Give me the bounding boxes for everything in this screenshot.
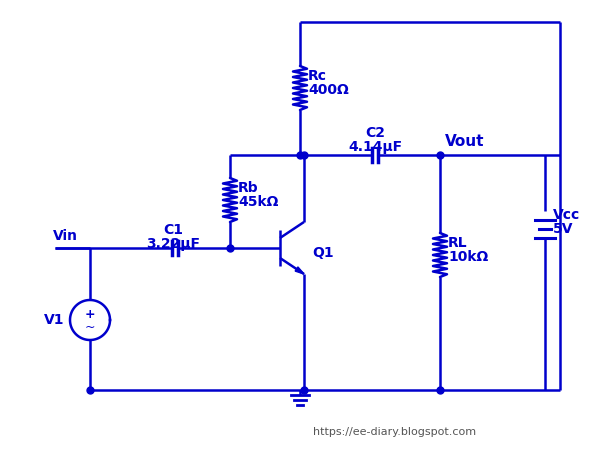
Text: 3.22μF: 3.22μF — [146, 237, 200, 251]
Text: https://ee-diary.blogspot.com: https://ee-diary.blogspot.com — [314, 427, 477, 437]
Text: 5V: 5V — [553, 222, 574, 236]
Text: 400Ω: 400Ω — [308, 83, 349, 97]
Text: V1: V1 — [43, 313, 64, 327]
Text: C2: C2 — [365, 126, 385, 140]
Text: Q1: Q1 — [312, 246, 334, 260]
Text: Vcc: Vcc — [553, 208, 580, 222]
Text: Rb: Rb — [238, 181, 259, 195]
Text: Rc: Rc — [308, 69, 327, 83]
Text: Vout: Vout — [445, 133, 484, 148]
Polygon shape — [295, 267, 304, 274]
Text: 45kΩ: 45kΩ — [238, 195, 278, 209]
Text: +: + — [84, 308, 95, 321]
Text: 10kΩ: 10kΩ — [448, 250, 488, 264]
Text: Vin: Vin — [53, 229, 78, 243]
Text: RL: RL — [448, 236, 468, 250]
Text: ~: ~ — [84, 321, 95, 333]
Text: 4.14μF: 4.14μF — [348, 140, 402, 154]
Text: C1: C1 — [163, 223, 183, 237]
